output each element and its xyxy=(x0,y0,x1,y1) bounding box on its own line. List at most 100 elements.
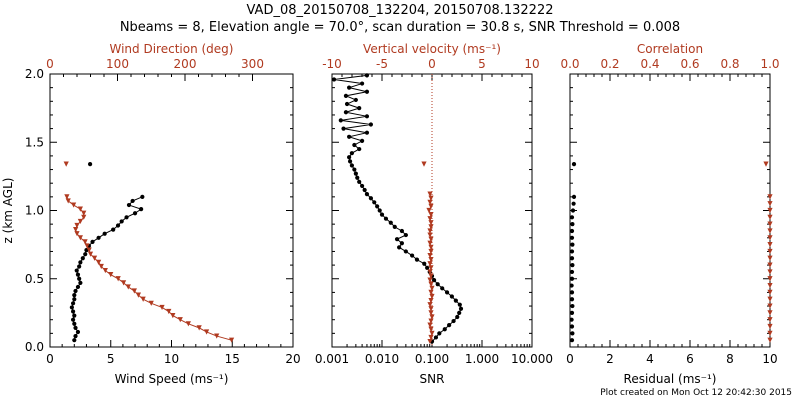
panel2-snr-point xyxy=(458,306,464,311)
panel1-wind-speed-point xyxy=(72,297,77,302)
panel1-wind-direction-isolated-point xyxy=(63,161,69,167)
panel3-top-tick-label: 1.0 xyxy=(760,57,779,71)
panel2-vertical-velocity-point xyxy=(427,240,433,246)
panel3-residual-point xyxy=(569,283,574,288)
panel2-vertical-velocity-point xyxy=(428,289,434,295)
panel3-correlation-point xyxy=(767,228,773,234)
panel1-wind-speed-point xyxy=(70,317,76,322)
panel3-residual-point xyxy=(569,317,574,322)
panel3-correlation-point xyxy=(767,296,773,302)
panel1-wind-direction-point xyxy=(91,255,98,261)
panel2-snr-point xyxy=(422,261,427,266)
panel2-snr-point xyxy=(352,167,357,172)
panel2-snr-point xyxy=(349,163,354,168)
panel3-top-tick-label: 0.6 xyxy=(680,57,699,71)
panel2-xtick-label: 0.100 xyxy=(415,352,449,366)
panel2-vertical-velocity-point xyxy=(427,302,433,308)
panel2-top-tick-label: -5 xyxy=(376,57,388,71)
panel1-wind-direction-point xyxy=(84,243,90,249)
panel2-vertical-velocity-point xyxy=(427,228,433,234)
panel2-vertical-velocity-point xyxy=(428,244,434,250)
panel1-wind-direction-point xyxy=(177,317,183,323)
panel3-correlation-point xyxy=(767,201,773,207)
panel3-residual-point xyxy=(570,263,575,268)
panel1-wind-speed-point xyxy=(80,256,85,261)
panel3-correlation-point xyxy=(767,323,773,330)
panel2-snr-point xyxy=(360,81,365,86)
panel1-wind-direction-point xyxy=(96,259,102,265)
panel2-snr-point xyxy=(341,126,346,131)
panel2-vertical-velocity-point xyxy=(428,310,434,316)
panel2-vertical-velocity-point xyxy=(428,211,434,218)
panel3-residual-point xyxy=(569,338,575,343)
panel1-wind-speed-point xyxy=(75,284,81,290)
panel1-xtick-label: 15 xyxy=(225,352,240,366)
figure-subtitle: Nbeams = 8, Elevation angle = 70.0°, sca… xyxy=(119,20,681,35)
panel2-top-tick-label: 10 xyxy=(524,57,539,71)
panel2-vertical-velocity-point xyxy=(427,261,433,267)
panel1-wind-direction-point xyxy=(81,214,87,220)
panel2-top-tick-label: -10 xyxy=(322,57,342,71)
panel1-wind-direction-point xyxy=(185,321,191,327)
panel3-xtick-label: 4 xyxy=(646,352,654,366)
panel2-snr-point xyxy=(347,85,352,90)
panel1-wind-direction-point xyxy=(166,308,172,315)
panel2-snr-point xyxy=(343,93,349,98)
panel1-wind-speed-point xyxy=(115,223,121,228)
panel2-snr-point xyxy=(410,253,415,258)
panel2-snr-point xyxy=(442,327,447,332)
panel2-vertical-velocity-point xyxy=(428,257,434,263)
panel1-wind-speed-point xyxy=(83,252,88,257)
panel2-snr-point xyxy=(360,183,365,189)
panel1-wind-direction-point xyxy=(82,239,88,245)
panel3-residual-point xyxy=(571,161,577,167)
panel1-wind-direction-point xyxy=(81,210,87,216)
panel3-residual-point xyxy=(569,297,575,302)
panel1-wind-speed-point xyxy=(124,215,129,220)
panel1-wind-direction-point xyxy=(125,284,131,290)
panel3-correlation-point xyxy=(767,262,773,268)
panel3-correlation-point xyxy=(767,310,773,316)
panel1-wind-direction-point xyxy=(87,251,94,257)
panel2-snr-point xyxy=(425,265,430,270)
panel2-vertical-velocity-point xyxy=(428,203,434,210)
panel1-wind-direction-point xyxy=(71,202,77,208)
panel1-wind-speed-point xyxy=(139,207,144,212)
panel2-vertical-velocity-point xyxy=(429,285,435,291)
panel1-wind-speed-point xyxy=(73,333,78,339)
panel2-snr-point xyxy=(440,286,445,291)
panel3-residual-point xyxy=(570,303,575,309)
panel1-wind-speed-point xyxy=(72,338,77,343)
panel2-snr-point xyxy=(344,101,350,107)
panel1-wind-direction-point xyxy=(140,296,146,302)
panel2-snr-point xyxy=(433,335,439,340)
panel3-residual-point xyxy=(569,324,575,329)
panel1-xlabel: Wind Speed (ms⁻¹) xyxy=(115,372,229,386)
panel2-snr-point xyxy=(353,97,358,103)
panel1-wind-speed-point xyxy=(69,305,74,310)
panel2-vertical-velocity-point xyxy=(427,191,433,197)
panel2-xtick-label: 0.001 xyxy=(315,352,349,366)
panel2-snr-point xyxy=(357,179,362,184)
panel1-wind-speed-point xyxy=(72,293,77,298)
panel1-top-tick-label: 200 xyxy=(174,57,197,71)
panel1-wind-direction-point xyxy=(170,313,176,319)
panel1-xtick-label: 20 xyxy=(285,352,300,366)
panel1-wind-direction-point xyxy=(108,272,114,278)
panel1-wind-direction-point xyxy=(86,247,92,253)
panel3-residual-point xyxy=(569,290,575,295)
panel1-wind-direction-point xyxy=(64,194,70,200)
panel1-wind-speed-point xyxy=(119,219,124,224)
panel2-snr-point xyxy=(437,331,442,336)
panel2-snr-point xyxy=(368,196,374,201)
panel2-top-xlabel: Vertical velocity (ms⁻¹) xyxy=(363,42,501,56)
panel2-vertical-velocity-point xyxy=(428,281,434,287)
panel2-snr-point xyxy=(449,294,454,299)
panel3-correlation-point xyxy=(767,330,773,336)
panel2-snr-point xyxy=(364,114,370,119)
panel2-vertical-velocity-point xyxy=(426,207,432,214)
panel2-snr-point xyxy=(338,118,343,123)
panel2-snr-point xyxy=(349,151,354,156)
panel2-xlabel: SNR xyxy=(420,372,445,386)
